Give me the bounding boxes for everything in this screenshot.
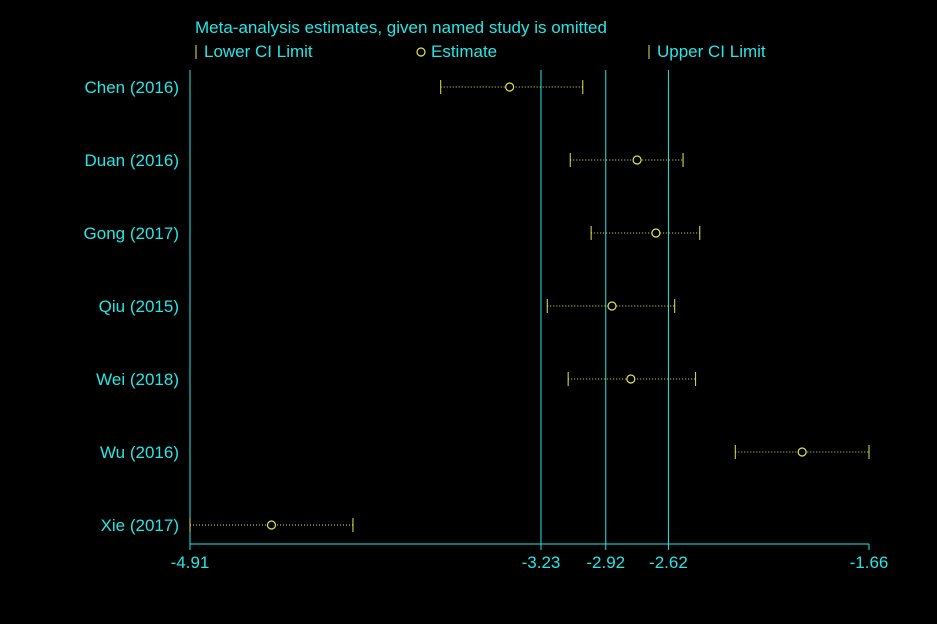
study-label: Duan (2016) — [84, 151, 179, 170]
x-tick-label: -2.92 — [586, 553, 625, 572]
study-row: Qiu (2015) — [99, 297, 676, 316]
chart-title: Meta-analysis estimates, given named stu… — [195, 18, 607, 37]
x-tick-label: -4.91 — [171, 553, 210, 572]
x-ticks: -4.91 -3.23 -2.92 -2.62 -1.66 — [171, 544, 889, 572]
study-row: Xie (2017) — [101, 516, 354, 535]
estimate-marker — [505, 82, 515, 92]
study-label: Wei (2018) — [96, 370, 179, 389]
study-label: Wu (2016) — [100, 443, 179, 462]
study-label: Qiu (2015) — [99, 297, 179, 316]
study-row: Chen (2016) — [84, 78, 584, 97]
estimate-marker — [626, 374, 636, 384]
study-row: Gong (2017) — [84, 224, 701, 243]
legend-lower-label: Lower CI Limit — [204, 42, 313, 61]
x-tick-label: -2.62 — [649, 553, 688, 572]
legend-estimate-marker — [416, 47, 426, 57]
axes — [189, 70, 869, 545]
study-row: Duan (2016) — [84, 151, 684, 170]
estimate-marker — [266, 520, 277, 530]
study-row: Wei (2018) — [96, 370, 697, 389]
study-label: Gong (2017) — [84, 224, 179, 243]
estimate-marker — [651, 228, 661, 238]
legend: Lower CI Limit Estimate Upper CI Limit — [195, 42, 766, 61]
estimate-marker — [797, 447, 807, 457]
study-label: Xie (2017) — [101, 516, 179, 535]
reference-lines — [540, 70, 669, 544]
estimate-marker — [632, 155, 642, 165]
study-rows: Chen (2016) Duan (2016) Gong (2017) Qiu (20… — [84, 78, 870, 535]
legend-estimate-label: Estimate — [431, 42, 497, 61]
legend-upper-label: Upper CI Limit — [657, 42, 766, 61]
x-tick-label: -1.66 — [850, 553, 889, 572]
estimate-marker — [607, 301, 617, 311]
study-row: Wu (2016) — [100, 443, 870, 462]
study-label: Chen (2016) — [84, 78, 179, 97]
x-tick-label: -3.23 — [522, 553, 561, 572]
